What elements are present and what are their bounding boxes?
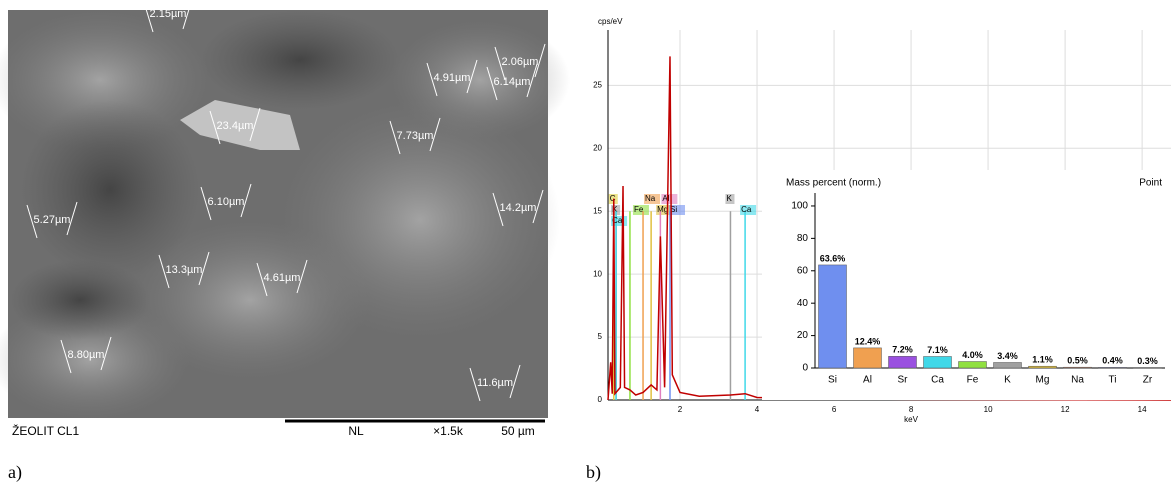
x-tick-label: 8 <box>909 405 914 414</box>
inset-title: Mass percent (norm.) <box>786 178 881 189</box>
x-tick-label: 6 <box>832 405 837 414</box>
y-tick-label: 25 <box>593 80 602 89</box>
x-tick-label: 14 <box>1138 405 1147 414</box>
measure-label: 14.2µm <box>500 202 537 214</box>
element-label: Mg <box>657 205 668 214</box>
x-tick-label: 2 <box>678 405 683 414</box>
y-tick-label: 5 <box>598 332 603 341</box>
scale-bar: 50 µm <box>501 424 535 438</box>
bar <box>1064 367 1092 368</box>
value-label: 3.4% <box>997 351 1018 361</box>
bar <box>854 348 882 368</box>
measure-label: 4.91µm <box>434 72 471 84</box>
y-tick-label: 60 <box>797 265 809 276</box>
value-label: 7.1% <box>927 345 948 355</box>
bar <box>959 362 987 368</box>
measure-label: 6.10µm <box>208 196 245 208</box>
sample-name: ŽEOLIT CL1 <box>12 423 79 438</box>
value-label: 0.4% <box>1102 356 1123 366</box>
y-tick-label: 20 <box>593 143 602 152</box>
measure-label: 8.80µm <box>68 349 105 361</box>
x-tick-label: Zr <box>1143 375 1153 386</box>
x-tick-label: K <box>1004 375 1011 386</box>
measure-label: 6.14µm <box>494 76 531 88</box>
y-tick-label: 10 <box>593 269 602 278</box>
mode: NL <box>348 424 364 438</box>
element-label: C <box>610 194 616 203</box>
y-tick-label: 0 <box>802 363 808 374</box>
caption: a) <box>8 462 22 483</box>
value-label: 63.6% <box>820 253 846 263</box>
x-tick-label: Ti <box>1109 375 1117 386</box>
value-label: 0.3% <box>1137 356 1158 366</box>
bar <box>1029 366 1057 368</box>
value-label: 4.0% <box>962 350 983 360</box>
inset-subtitle: Point <box>1139 178 1162 189</box>
value-label: 7.2% <box>892 345 913 355</box>
bar <box>889 356 917 368</box>
y-tick-label: 100 <box>791 201 808 212</box>
x-tick-label: Ca <box>931 375 944 386</box>
element-label: Al <box>662 194 669 203</box>
value-label: 12.4% <box>855 336 881 346</box>
measure-label: 2.15µm <box>150 8 187 20</box>
x-tick-label: Mg <box>1036 375 1050 386</box>
y-tick-label: 0 <box>598 395 603 404</box>
y-tick-label: 80 <box>797 233 809 244</box>
x-tick-label: 12 <box>1061 405 1070 414</box>
magnification: ×1.5k <box>433 424 464 438</box>
y-axis-label: cps/eV <box>598 17 623 26</box>
x-tick-label: 4 <box>755 405 760 414</box>
measure-label: 5.27µm <box>34 214 71 226</box>
x-tick-label: Sr <box>898 375 909 386</box>
value-label: 1.1% <box>1032 355 1053 365</box>
x-tick-label: Si <box>828 375 837 386</box>
element-label: Na <box>645 194 656 203</box>
y-tick-label: 40 <box>797 298 809 309</box>
element-label: Ca <box>741 205 752 214</box>
x-tick-label: Na <box>1071 375 1084 386</box>
x-tick-label: Fe <box>967 375 979 386</box>
measure-label: 23.4µm <box>217 120 254 132</box>
measure-label: 2.06µm <box>502 56 539 68</box>
measure-label: 4.61µm <box>264 272 301 284</box>
x-tick-label: Al <box>863 375 872 386</box>
x-tick-label: 10 <box>984 405 993 414</box>
bar <box>924 356 952 368</box>
y-tick-label: 20 <box>797 330 809 341</box>
measure-label: 13.3µm <box>166 264 203 276</box>
value-label: 0.5% <box>1067 356 1088 366</box>
y-tick-label: 15 <box>593 206 602 215</box>
bar <box>994 362 1022 368</box>
bar <box>819 265 847 368</box>
measure-label: 11.6µm <box>477 377 513 389</box>
measure-label: 7.73µm <box>397 130 434 142</box>
x-axis-label: keV <box>904 415 918 424</box>
caption: b) <box>586 462 601 483</box>
element-label: K <box>726 194 732 203</box>
bar <box>1099 367 1127 368</box>
